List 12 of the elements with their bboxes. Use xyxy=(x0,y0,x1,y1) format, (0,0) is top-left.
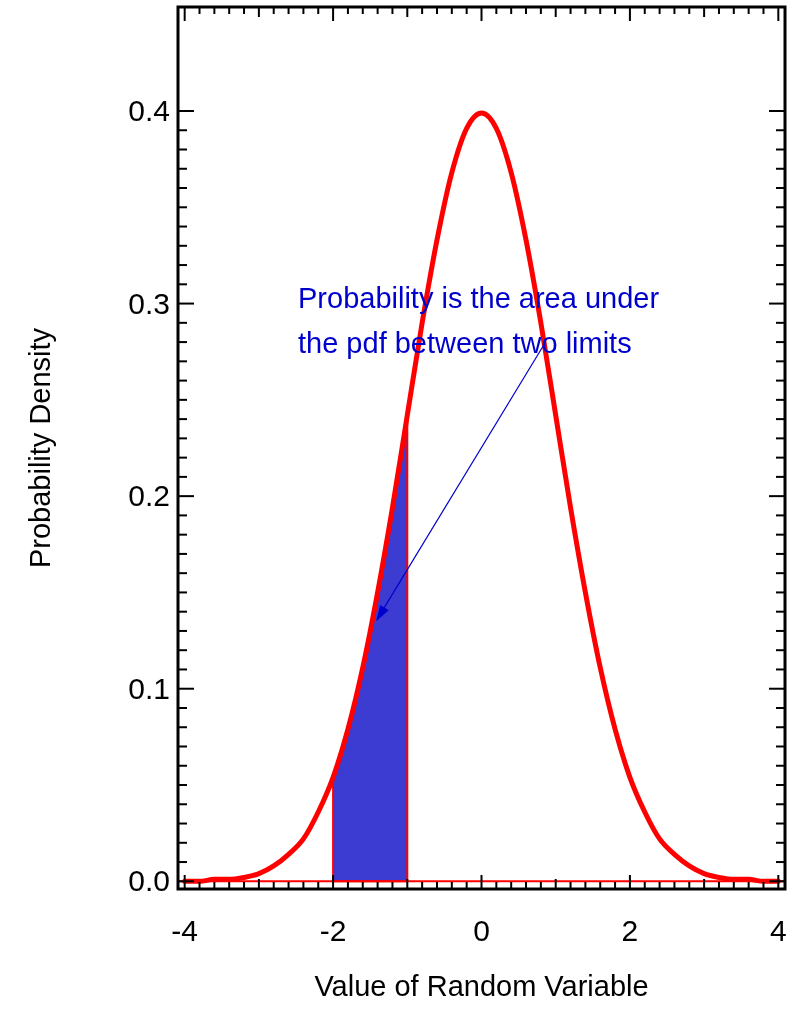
x-tick-label: -4 xyxy=(171,914,199,947)
x-axis-title: Value of Random Variable xyxy=(314,970,649,1002)
y-tick-label: 0.2 xyxy=(128,479,170,513)
y-tick-label: 0.1 xyxy=(128,671,170,705)
x-tick-label: 4 xyxy=(769,914,787,947)
y-tick-label: 0.3 xyxy=(128,286,170,320)
y-tick-label: 0.0 xyxy=(128,864,170,898)
x-tick-label: -2 xyxy=(319,914,347,947)
y-axis-title: Probability Density xyxy=(24,327,56,569)
x-tick-label: 0 xyxy=(473,914,490,947)
x-tick-label: 2 xyxy=(621,914,639,947)
y-tick-label: 0.4 xyxy=(128,93,170,127)
